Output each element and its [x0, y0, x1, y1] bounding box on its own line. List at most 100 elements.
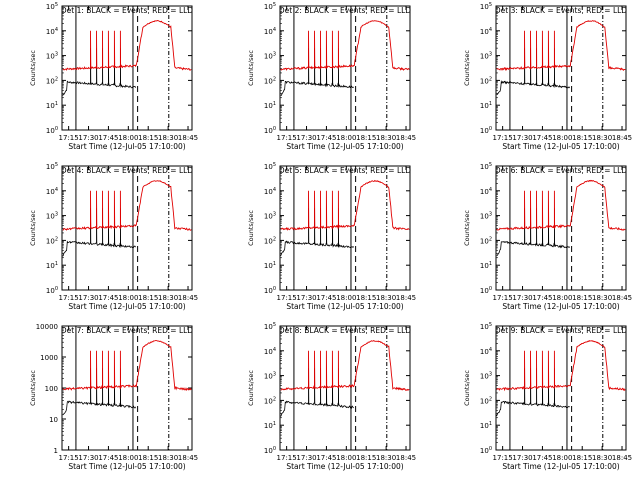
x-tick-label: 18:45	[178, 294, 198, 302]
x-tick-label: 18:15	[572, 134, 592, 142]
series-events-line	[62, 48, 136, 96]
x-axis-label: Start Time (12-Jul-05 17:10:00)	[68, 302, 185, 311]
x-tick-label: 17:45	[98, 294, 118, 302]
panel-title: Det 3: BLACK = Events, RED = LLD	[495, 6, 627, 15]
x-tick-label: 18:30	[592, 134, 612, 142]
x-tick-label: 17:15	[277, 134, 297, 142]
plot-frame	[279, 165, 411, 291]
y-tick-label: 100	[264, 446, 276, 455]
x-tick-label: 17:15	[277, 294, 297, 302]
x-tick-label: 17:30	[78, 454, 98, 462]
y-axis-label: Counts/sec	[463, 50, 471, 86]
plot-frame	[61, 325, 193, 451]
y-tick-label: 105	[46, 162, 58, 171]
y-tick-label: 100	[46, 126, 58, 135]
x-tick-label: 18:15	[572, 294, 592, 302]
series-lld-line	[280, 20, 410, 71]
x-tick-label: 17:15	[277, 454, 297, 462]
y-axis-label: Counts/sec	[29, 50, 37, 86]
x-axis-label: Start Time (12-Jul-05 17:10:00)	[286, 302, 403, 311]
y-tick-label: 105	[480, 162, 492, 171]
x-tick-label: 17:15	[59, 294, 79, 302]
x-tick-label: 18:45	[612, 454, 632, 462]
x-tick-label: 17:45	[316, 134, 336, 142]
y-tick-label: 105	[480, 322, 492, 331]
y-tick-label: 101	[480, 261, 492, 270]
y-tick-label: 102	[264, 76, 276, 85]
x-tick-label: 17:30	[78, 134, 98, 142]
panel-title: Det 1: BLACK = Events, RED = LLD	[61, 6, 193, 15]
x-tick-label: 17:30	[78, 294, 98, 302]
x-tick-label: 18:15	[572, 454, 592, 462]
plot-frame	[495, 325, 627, 451]
series-lld-line	[280, 179, 410, 231]
x-tick-label: 18:30	[158, 294, 178, 302]
x-tick-label: 18:30	[592, 294, 612, 302]
x-tick-label: 18:15	[138, 134, 158, 142]
x-axis-label: Start Time (12-Jul-05 17:10:00)	[68, 462, 185, 471]
y-tick-label: 105	[46, 2, 58, 11]
x-tick-label: 18:30	[158, 134, 178, 142]
panel-title: Det 6: BLACK = Events, RED = LLD	[495, 166, 627, 175]
x-tick-label: 18:45	[612, 294, 632, 302]
x-tick-label: 17:45	[532, 134, 552, 142]
x-tick-label: 17:15	[493, 134, 513, 142]
x-tick-label: 17:30	[296, 294, 316, 302]
plot-frame	[61, 5, 193, 131]
x-tick-label: 18:30	[376, 454, 396, 462]
x-tick-label: 17:45	[316, 294, 336, 302]
y-tick-label: 103	[480, 372, 492, 381]
x-tick-label: 18:45	[178, 134, 198, 142]
x-axis-label: Start Time (12-Jul-05 17:10:00)	[286, 142, 403, 151]
x-tick-label: 18:15	[138, 294, 158, 302]
y-tick-label: 105	[264, 322, 276, 331]
x-axis-label: Start Time (12-Jul-05 17:10:00)	[286, 462, 403, 471]
x-tick-label: 18:15	[356, 454, 376, 462]
series-events-line	[496, 368, 570, 417]
x-tick-label: 17:30	[512, 454, 532, 462]
y-tick-label: 102	[264, 236, 276, 245]
panel-title: Det 2: BLACK = Events, RED = LLD	[279, 6, 411, 15]
y-tick-label: 104	[46, 187, 58, 196]
y-tick-label: 102	[480, 76, 492, 85]
panel-title: Det 7: BLACK = Events, RED = LLD	[61, 326, 193, 335]
series-events-line	[62, 368, 136, 416]
plot-frame	[279, 325, 411, 451]
y-tick-label: 101	[480, 101, 492, 110]
panel-title: Det 8: BLACK = Events, RED = LLD	[279, 326, 411, 335]
y-tick-label: 102	[46, 236, 58, 245]
y-tick-label: 1	[54, 447, 58, 455]
y-tick-label: 100	[480, 446, 492, 455]
y-tick-label: 100	[480, 286, 492, 295]
y-tick-label: 104	[480, 27, 492, 36]
x-tick-label: 18:00	[552, 134, 572, 142]
x-tick-label: 17:45	[316, 454, 336, 462]
y-tick-label: 104	[480, 187, 492, 196]
y-tick-label: 104	[264, 347, 276, 356]
y-tick-label: 100	[264, 126, 276, 135]
plot-frame	[279, 5, 411, 131]
y-axis-label: Counts/sec	[247, 370, 255, 406]
series-events-line	[496, 48, 570, 96]
x-tick-label: 17:15	[59, 134, 79, 142]
y-tick-label: 102	[46, 76, 58, 85]
y-tick-label: 102	[480, 236, 492, 245]
y-tick-label: 100	[480, 126, 492, 135]
x-tick-label: 18:45	[396, 294, 416, 302]
y-tick-label: 102	[264, 396, 276, 405]
panel-det-7: 1 10 100 1000 10000 17:15 17:30 17:45 18:00 18:15…	[29, 323, 198, 471]
x-tick-label: 18:00	[336, 134, 356, 142]
x-tick-label: 18:45	[396, 134, 416, 142]
x-tick-label: 18:00	[118, 294, 138, 302]
x-tick-label: 18:30	[376, 134, 396, 142]
x-tick-label: 18:45	[396, 454, 416, 462]
x-axis-label: Start Time (12-Jul-05 17:10:00)	[502, 142, 619, 151]
y-axis-label: Counts/sec	[247, 50, 255, 86]
x-axis-label: Start Time (12-Jul-05 17:10:00)	[502, 462, 619, 471]
